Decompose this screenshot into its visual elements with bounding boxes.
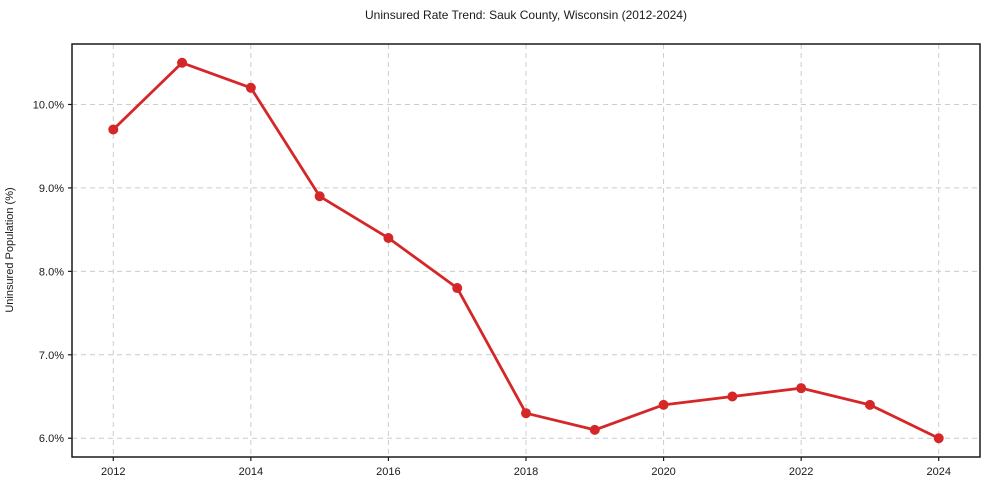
data-point [245,82,256,93]
x-tick-label: 2012 [101,466,125,478]
x-tick-label: 2018 [514,466,538,478]
data-point [177,57,188,68]
data-point [108,124,119,135]
data-point [864,399,875,410]
y-axis-label: Uninsured Population (%) [4,187,16,313]
y-tick-label: 8.0% [39,266,64,278]
y-tick-label: 7.0% [39,350,64,362]
data-point [727,391,738,402]
plot-frame [71,43,981,458]
data-point [589,424,600,435]
y-tick-label: 9.0% [39,183,64,195]
x-tick-label: 2024 [926,466,950,478]
data-point [452,283,463,294]
y-tick-label: 10.0% [33,99,64,111]
data-point [933,433,944,444]
data-point [314,191,325,202]
chart-title: Uninsured Rate Trend: Sauk County, Wisco… [365,8,687,22]
data-point [521,408,531,419]
x-tick-label: 2016 [376,466,400,478]
x-tick-label: 2014 [239,466,263,478]
x-tick-label: 2022 [789,466,813,478]
data-point [796,383,807,394]
data-point [383,232,394,243]
x-tick-label: 2020 [651,466,675,478]
y-tick-label: 6.0% [39,433,64,445]
data-point [658,399,669,410]
